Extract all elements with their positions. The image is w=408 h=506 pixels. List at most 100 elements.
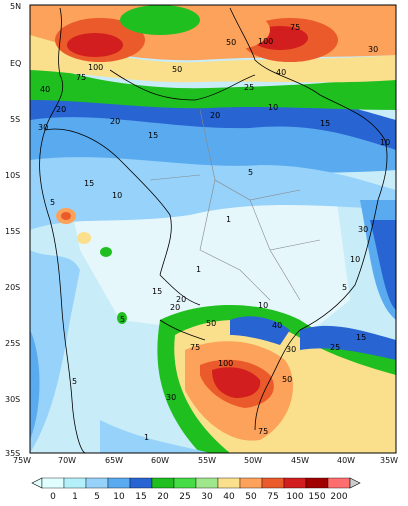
colorbar-tick-label: 0 [50, 492, 56, 502]
longitude-axis: 75W 70W 65W 60W 55W 50W 45W 40W 35W [13, 456, 398, 465]
contour-label: 30 [38, 123, 48, 132]
lat-label-15s: 15S [5, 227, 20, 236]
colorbar: 0 1 5 10 15 20 25 30 40 50 75 100 150 200 [31, 477, 361, 502]
lon-label-55w: 55W [198, 456, 216, 465]
borders [39, 7, 388, 454]
colorbar-cell [305, 477, 329, 489]
contour-label: 30 [368, 45, 378, 54]
colorbar-tick-label: 20 [157, 492, 169, 502]
lon-label-40w: 40W [337, 456, 355, 465]
contour-label: 50 [172, 65, 182, 74]
contour-label: 10 [258, 301, 268, 310]
contour-label: 75 [76, 73, 86, 82]
contour-label: 10 [380, 138, 390, 147]
contour-label: 100 [258, 37, 273, 46]
contour-label: 15 [356, 333, 366, 342]
colorbar-cell [63, 477, 87, 489]
contour-label: 1 [196, 265, 201, 274]
lat-label-25s: 25S [5, 339, 20, 348]
contour-label: 1 [226, 215, 231, 224]
contour-label: 30 [358, 225, 368, 234]
contour-label: 25 [244, 83, 254, 92]
colorbar-tick-label: 15 [135, 492, 146, 502]
contour-label: 30 [166, 393, 176, 402]
colorbar-tick-label: 75 [267, 492, 278, 502]
contour-label: 40 [272, 321, 282, 330]
lat-label-10s: 10S [5, 171, 20, 180]
state-lines [149, 109, 321, 301]
colorbar-cell [107, 477, 131, 489]
contour-label: 20 [176, 295, 186, 304]
lon-label-65w: 65W [105, 456, 123, 465]
contour-label: 5 [342, 283, 347, 292]
contour-label: 1 [144, 433, 149, 442]
colorbar-tick-label: 200 [330, 492, 347, 502]
colorbar-left-arrow [31, 477, 43, 489]
colorbar-tick-label: 50 [245, 492, 257, 502]
contour-label: 20 [56, 105, 66, 114]
colorbar-cell [217, 477, 241, 489]
colorbar-tick-label: 1 [72, 492, 78, 502]
colorbar-tick-label: 5 [94, 492, 100, 502]
contour-label: 25 [330, 343, 340, 352]
lon-label-45w: 45W [291, 456, 309, 465]
colorbar-tick-label: 40 [223, 492, 235, 502]
contour-label: 100 [88, 63, 103, 72]
colorbar-tick-label: 10 [113, 492, 125, 502]
lat-label-30s: 30S [5, 395, 20, 404]
colorbar-tick-label: 100 [286, 492, 303, 502]
contour-label: 5 [72, 377, 77, 386]
contour-label: 40 [276, 68, 286, 77]
contour-label: 30 [286, 345, 296, 354]
colorbar-tick-label: 25 [179, 492, 190, 502]
contour-label: 15 [84, 179, 94, 188]
contour-label: 75 [190, 343, 200, 352]
contour-label: 15 [152, 287, 162, 296]
lon-label-70w: 70W [58, 456, 76, 465]
lat-label-35s: 35S [5, 449, 20, 458]
colorbar-tick-label: 30 [201, 492, 213, 502]
contour-label: 20 [170, 303, 180, 312]
contour-label: 20 [210, 111, 220, 120]
colorbar-cell [129, 477, 153, 489]
lat-label-5n: 5N [10, 2, 21, 11]
contour-label: 20 [110, 117, 120, 126]
lat-label-5s: 5S [10, 115, 20, 124]
lat-label-20s: 20S [5, 283, 20, 292]
colorbar-cell [195, 477, 219, 489]
contour-label: 50 [226, 38, 236, 47]
colorbar-cell [261, 477, 285, 489]
precip-field [30, 5, 396, 453]
map-panel: 100 75 50 40 30 20 15 10 5 1 100 75 50 4… [29, 4, 397, 454]
contour-label: 100 [218, 359, 233, 368]
contour-label: 5 [50, 198, 55, 207]
colorbar-cell [327, 477, 351, 489]
colorbar-tick-label: 150 [308, 492, 325, 502]
lon-label-60w: 60W [151, 456, 169, 465]
colorbar-cell [151, 477, 175, 489]
contour-label: 10 [112, 191, 122, 200]
contour-label: 10 [268, 103, 278, 112]
lat-label-eq: EQ [10, 59, 21, 68]
contour-label: 75 [290, 23, 300, 32]
colorbar-cell [41, 477, 65, 489]
contour-labels: 100 75 50 40 30 20 15 10 5 1 100 75 50 4… [38, 23, 390, 442]
contour-label: 40 [40, 85, 50, 94]
contour-label: 50 [282, 375, 292, 384]
contour-label: 75 [258, 427, 268, 436]
contour-label: 15 [148, 131, 158, 140]
contour-label: 50 [206, 319, 216, 328]
lon-label-50w: 50W [244, 456, 262, 465]
contour-label: 5 [120, 315, 125, 324]
lon-label-35w: 35W [380, 456, 398, 465]
latitude-axis: 5N EQ 5S 10S 15S 20S 25S 30S 35S [5, 2, 21, 458]
contour-label: 5 [248, 168, 253, 177]
lon-label-75w: 75W [13, 456, 31, 465]
colorbar-cell [173, 477, 197, 489]
colorbar-cell [239, 477, 263, 489]
colorbar-cell [283, 477, 307, 489]
colorbar-right-arrow [349, 477, 361, 489]
contour-label: 15 [320, 119, 330, 128]
contour-label: 10 [350, 255, 360, 264]
